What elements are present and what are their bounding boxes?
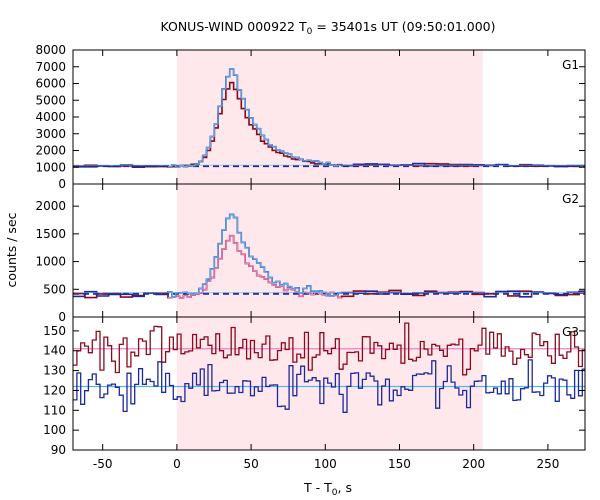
- shaded-interval-g2: [176, 184, 483, 317]
- panel-label-g2: G2: [562, 192, 579, 206]
- x-tick-label: 250: [536, 457, 559, 471]
- y-tick-label-g2: 2000: [35, 199, 66, 213]
- panel-g2: 0 500 1000 1500 2000 G2: [35, 183, 586, 324]
- series-fine-high-g1: [168, 68, 342, 168]
- y-tick-label-g1: 4000: [35, 110, 66, 124]
- y-tick-label-g2: 1000: [35, 255, 66, 269]
- frame-g3: [72, 316, 586, 451]
- y-tick-label-g3: 120: [43, 383, 66, 397]
- x-tick-label: 100: [314, 457, 337, 471]
- y-tick-label-g1: 1000: [35, 160, 66, 174]
- y-tick-label-g3: 130: [43, 364, 66, 378]
- x-tick-label: 50: [243, 457, 258, 471]
- y-tick-label-g2: 500: [43, 282, 66, 296]
- y-tick-label-g2: 1500: [35, 227, 66, 241]
- panel-label-g3: G3: [562, 325, 579, 339]
- y-tick-label-g2: 0: [58, 310, 66, 324]
- y-tick-label-g3: 90: [51, 443, 66, 457]
- panel-g1: 0 1000 2000 3000 4000 5000 6000 7000 8000 G1: [35, 43, 586, 191]
- series-navy-g3: [73, 359, 585, 413]
- y-tick-label-g3: 100: [43, 423, 66, 437]
- y-tick-label-g3: 140: [43, 344, 66, 358]
- y-tick-label-g3: 110: [43, 403, 66, 417]
- y-tick-label-g3: 150: [43, 324, 66, 338]
- panels-group: 010002000300040005000600070008000G105001…: [35, 43, 586, 471]
- x-tick-label: 0: [173, 457, 181, 471]
- shaded-interval-g1: [176, 50, 483, 184]
- panel-g3: 90 100 110 120 130 140 150 G3: [43, 316, 586, 457]
- y-tick-label-g1: 6000: [35, 77, 66, 91]
- y-tick-label-g1: 5000: [35, 93, 66, 107]
- series-g3: [73, 322, 585, 413]
- series-red-g3: [73, 322, 585, 376]
- x-axis-title: T - T0, s: [303, 480, 352, 498]
- x-tick-label: 200: [462, 457, 485, 471]
- y-tick-label-g1: 2000: [35, 144, 66, 158]
- series-fine-high-g2: [168, 213, 342, 298]
- y-tick-label-g1: 3000: [35, 127, 66, 141]
- series-g1: [73, 68, 585, 168]
- y-axis-title: counts / sec: [4, 212, 19, 287]
- series-g2: [73, 213, 585, 299]
- x-tick-label: 150: [388, 457, 411, 471]
- y-tick-label-g1: 8000: [35, 43, 66, 57]
- chart-title: KONUS-WIND 000922 T0 = 35401s UT (09:50:…: [160, 19, 495, 37]
- series-fine-low-g2: [168, 235, 342, 299]
- y-tick-label-g1: 7000: [35, 60, 66, 74]
- x-tick-label: -50: [93, 457, 113, 471]
- y-tick-label-g1: 0: [58, 177, 66, 191]
- panel-label-g1: G1: [562, 58, 579, 72]
